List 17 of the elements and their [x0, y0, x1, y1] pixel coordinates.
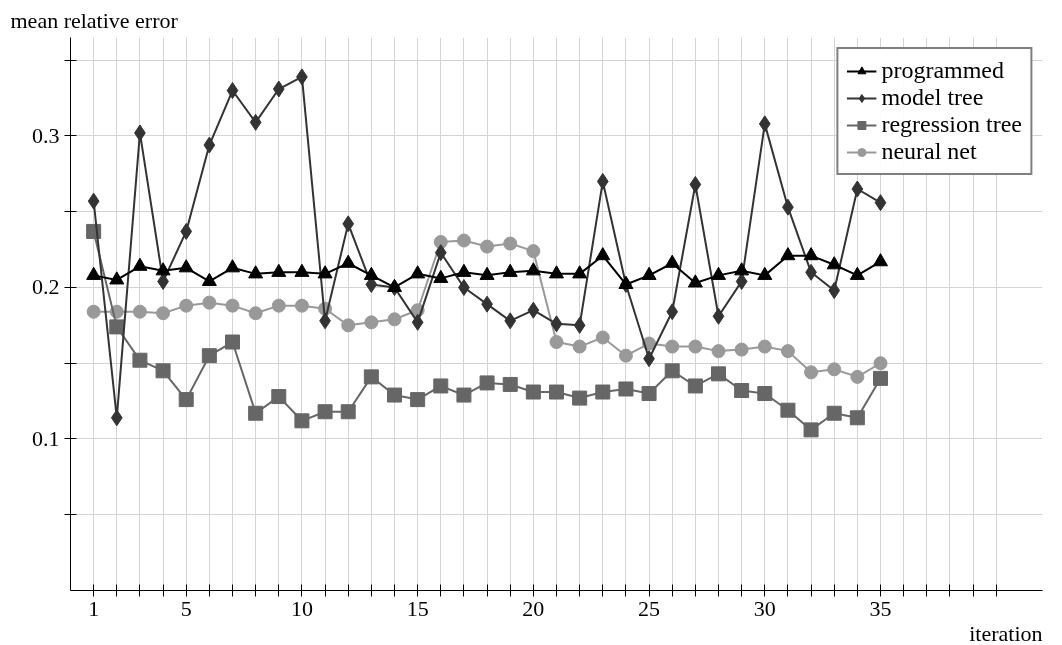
y-tick-label: 0.2 — [32, 274, 60, 300]
y-axis-title: mean relative error — [10, 7, 179, 33]
x-tick-label: 20 — [522, 595, 545, 621]
x-tick-label: 10 — [290, 595, 313, 621]
x-tick-label: 1 — [88, 595, 100, 621]
legend-label: regression tree — [881, 111, 1022, 138]
x-axis-title: iteration — [969, 620, 1043, 645]
y-tick-label: 0.1 — [32, 425, 60, 451]
x-tick-label: 30 — [753, 595, 776, 621]
legend-label: model tree — [881, 84, 984, 111]
x-tick-label: 15 — [406, 595, 429, 621]
x-tick-label: 35 — [869, 595, 892, 621]
x-tick-label: 25 — [638, 595, 661, 621]
legend-label: neural net — [881, 138, 977, 165]
y-tick-label: 0.3 — [32, 122, 60, 148]
legend-label: programmed — [881, 57, 1005, 84]
x-tick-label: 5 — [180, 595, 192, 621]
